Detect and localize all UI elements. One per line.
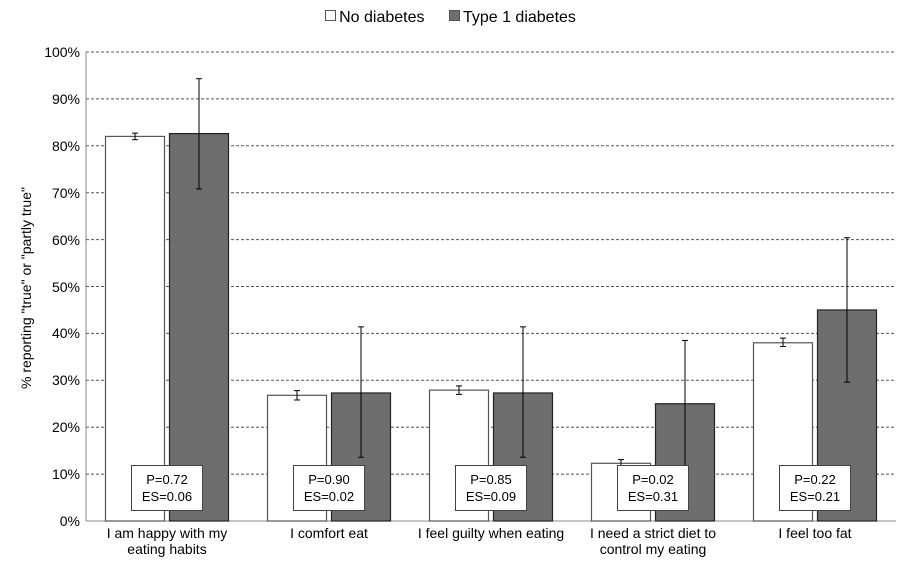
legend: No diabetes Type 1 diabetes (0, 9, 901, 27)
x-category-label: I feel guilty when eating (417, 525, 565, 541)
legend-item-no-diabetes: No diabetes (325, 9, 424, 27)
stat-box: P=0.02 ES=0.31 (617, 465, 689, 511)
stat-box: P=0.72 ES=0.06 (131, 465, 203, 511)
stat-box: P=0.90 ES=0.02 (293, 465, 365, 511)
x-category-label: I am happy with my eating habits (106, 525, 228, 557)
x-category-label: I feel too fat (778, 525, 852, 541)
effect-size: ES=0.31 (627, 489, 679, 504)
p-value: P=0.72 (146, 472, 188, 487)
legend-swatch-type1-diabetes (448, 10, 460, 21)
y-tick-label: 10% (51, 466, 80, 483)
effect-size: ES=0.06 (141, 489, 193, 504)
p-value: P=0.90 (308, 472, 350, 487)
legend-label: No diabetes (339, 9, 425, 26)
stat-box: P=0.85 ES=0.09 (455, 465, 527, 511)
legend-swatch-no-diabetes (325, 10, 337, 21)
x-category-label: I need a strict diet to control my eatin… (589, 525, 717, 557)
y-tick-label: 70% (51, 184, 80, 201)
bar-no-diabetes (104, 135, 166, 522)
y-tick-label: 30% (51, 372, 80, 389)
p-value: P=0.85 (470, 472, 512, 487)
bar-type1-diabetes (168, 133, 230, 522)
effect-size: ES=0.02 (303, 489, 355, 504)
y-tick-label: 100% (44, 44, 80, 60)
y-tick-label: 40% (51, 325, 80, 342)
effect-size: ES=0.21 (789, 489, 841, 504)
stat-box: P=0.22 ES=0.21 (779, 465, 851, 511)
y-tick-label: 50% (51, 278, 80, 295)
y-tick-label: 0% (59, 513, 80, 529)
p-value: P=0.02 (632, 472, 674, 487)
y-tick-label: 80% (51, 137, 80, 154)
y-tick-label: 60% (51, 231, 80, 248)
y-tick-label: 20% (51, 419, 80, 436)
effect-size: ES=0.09 (465, 489, 517, 504)
p-value: P=0.22 (794, 472, 836, 487)
y-tick-label: 90% (51, 90, 80, 107)
x-category-label: I comfort eat (290, 525, 368, 541)
legend-item-type1-diabetes: Type 1 diabetes (448, 9, 576, 27)
legend-label: Type 1 diabetes (462, 9, 576, 26)
